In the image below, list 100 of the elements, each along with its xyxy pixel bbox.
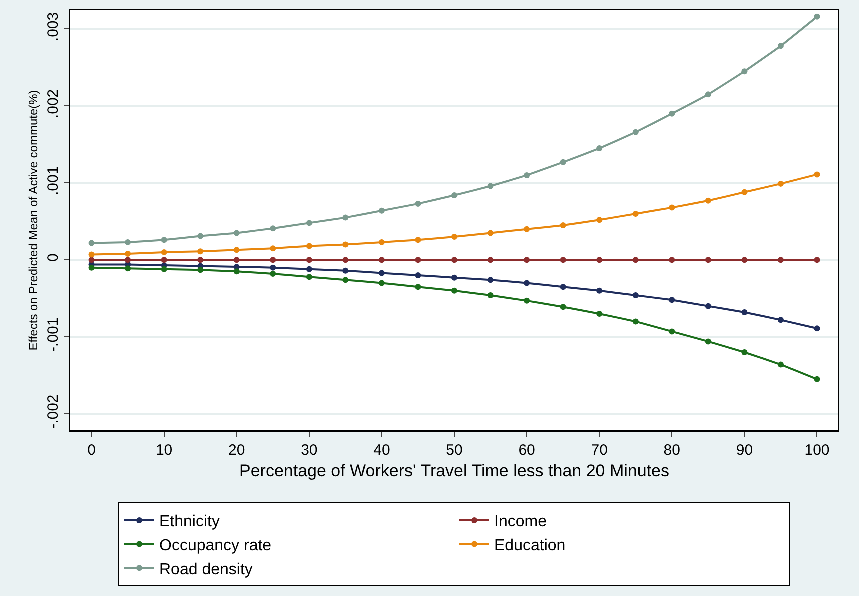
point	[632, 292, 639, 299]
point	[378, 280, 385, 286]
point	[198, 267, 204, 274]
point	[488, 183, 494, 190]
point	[632, 257, 639, 264]
point	[669, 204, 676, 211]
y-axis-title: Effects on Predicted Mean of Active commute(%)	[26, 90, 40, 351]
point	[596, 311, 603, 318]
point	[742, 350, 748, 356]
point	[560, 304, 566, 310]
point	[452, 257, 458, 264]
point	[560, 159, 566, 166]
point	[342, 242, 349, 248]
x-tick-label: 100	[804, 442, 830, 459]
y-tick-label: -.001	[45, 318, 62, 352]
point	[669, 257, 676, 264]
point	[342, 268, 349, 274]
point	[378, 208, 385, 214]
y-tick-label: .003	[45, 12, 62, 42]
point	[378, 239, 385, 246]
point	[415, 237, 422, 244]
point	[270, 264, 276, 271]
x-tick-label: 40	[374, 442, 390, 459]
legend-label: Income	[494, 514, 548, 531]
point	[415, 257, 422, 264]
point	[596, 146, 603, 152]
x-tick-label: 50	[446, 442, 463, 459]
point	[342, 257, 349, 264]
point	[705, 257, 712, 264]
point	[378, 270, 385, 276]
point	[415, 284, 422, 290]
point	[161, 237, 168, 244]
point	[234, 257, 240, 264]
point	[452, 192, 458, 198]
point	[234, 268, 240, 275]
point	[669, 110, 676, 117]
point	[560, 222, 566, 228]
point	[742, 309, 748, 316]
point	[198, 233, 204, 240]
point	[524, 172, 530, 178]
point	[378, 257, 385, 264]
point	[742, 257, 748, 264]
x-tick-label: 80	[664, 442, 680, 459]
point	[270, 270, 276, 277]
point	[814, 257, 820, 264]
y-tick-label: .002	[45, 89, 62, 119]
point	[596, 288, 603, 294]
point	[452, 288, 458, 294]
x-tick-label: 0	[88, 442, 96, 459]
point	[415, 272, 422, 279]
point	[778, 43, 784, 50]
point	[306, 257, 312, 264]
x-tick-label: 30	[301, 442, 318, 459]
point	[306, 243, 312, 250]
point	[524, 298, 530, 304]
point	[778, 180, 784, 187]
point	[88, 257, 95, 264]
point	[88, 264, 95, 271]
point	[125, 250, 132, 257]
point	[596, 217, 603, 224]
point	[742, 68, 748, 75]
point	[342, 277, 349, 284]
point	[488, 230, 494, 236]
point	[88, 252, 95, 258]
point	[234, 247, 240, 254]
point	[632, 129, 639, 136]
point	[234, 230, 240, 236]
point	[270, 257, 276, 264]
legend-label: Education	[494, 538, 566, 555]
point	[415, 200, 422, 207]
x-tick-label: 10	[156, 442, 173, 459]
point	[161, 249, 168, 256]
point	[270, 246, 276, 252]
point	[488, 292, 494, 299]
point	[161, 257, 168, 264]
point	[161, 266, 168, 272]
point	[524, 257, 530, 264]
point	[524, 280, 530, 286]
point	[125, 239, 132, 246]
point	[524, 226, 530, 232]
point	[88, 240, 95, 246]
point	[452, 234, 458, 240]
point	[814, 172, 820, 178]
point	[198, 248, 204, 255]
point	[306, 274, 312, 280]
point	[306, 266, 312, 272]
point	[669, 328, 676, 335]
point	[705, 303, 712, 310]
point	[705, 92, 712, 98]
y-tick-label: 0	[45, 254, 62, 262]
legend-label: Ethnicity	[160, 514, 220, 531]
point	[596, 257, 603, 264]
point	[669, 297, 676, 304]
point	[125, 257, 132, 264]
point	[198, 257, 204, 264]
point	[814, 14, 820, 20]
y-tick-label: .001	[45, 166, 62, 196]
point	[778, 317, 784, 324]
point	[125, 266, 132, 272]
point	[342, 214, 349, 221]
